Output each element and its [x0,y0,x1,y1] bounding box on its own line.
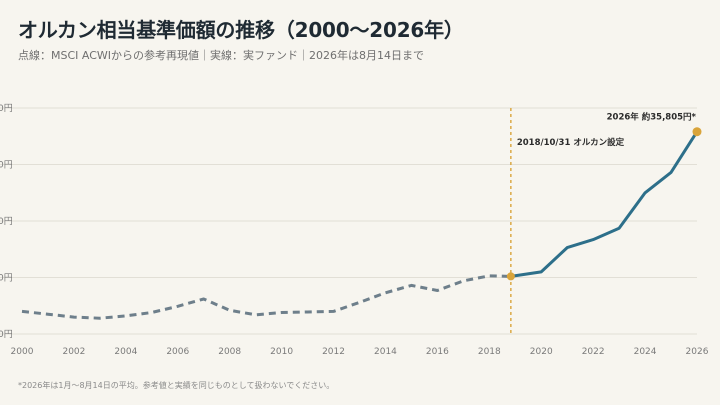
actual-series-line [509,130,699,278]
x-tick-label: 2004 [114,347,137,357]
inception-annotation: 2018/10/31 オルカン設定 [517,137,625,148]
x-tick-label: 2026 [686,347,709,357]
x-tick-label: 2002 [62,347,85,357]
y-tick-label: 0円 [0,160,13,171]
x-tick-label: 2006 [166,347,189,357]
x-tick-label: 2000 [11,347,34,357]
x-tick-label: 2020 [530,347,553,357]
x-tick-label: 2024 [634,347,657,357]
x-tick-label: 2012 [322,347,345,357]
latest-value-annotation: 2026年 約35,805円* [607,112,697,123]
chart-subtitle: 点線：MSCI ACWIからの参考再現値｜実線：実ファンド｜2026年は8月14… [18,49,425,62]
x-tick-label: 2010 [270,347,293,357]
chart-title: オルカン相当基準価額の推移（2000〜2026年） [18,18,464,42]
y-tick-label: 0円 [0,103,13,114]
reference-series-line [21,274,511,320]
x-tick-label: 2008 [218,347,241,357]
y-tick-label: 0円 [0,273,13,284]
x-tick-label: 2022 [582,347,605,357]
footnote: *2026年は1月〜8月14日の平均。参考値と実績を同じものとして扱わないでくだ… [18,381,335,390]
x-tick-label: 2018 [478,347,501,357]
y-tick-label: 0円 [0,216,13,227]
x-tick-label: 2016 [426,347,449,357]
inception-point [506,272,515,281]
y-tick-label: 0円 [0,329,13,340]
x-tick-label: 2014 [374,347,397,357]
latest-point [692,127,702,137]
